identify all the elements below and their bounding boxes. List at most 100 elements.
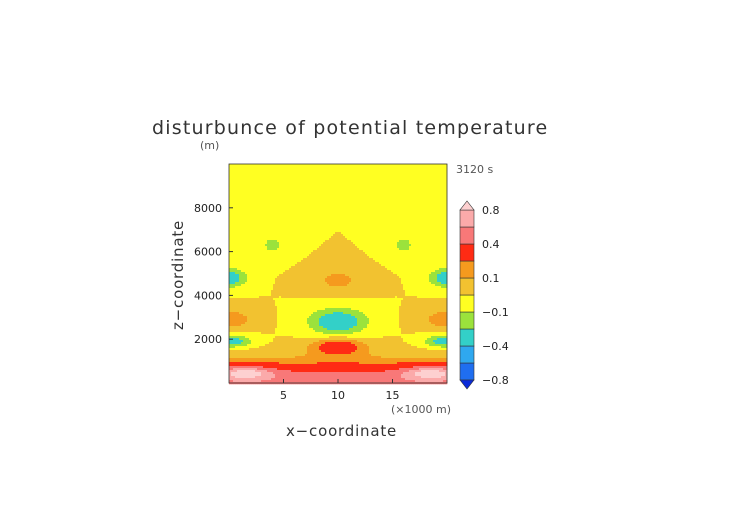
field-cell [297,208,300,211]
field-cell [341,186,344,189]
field-cell [395,188,398,191]
field-cell [295,200,298,203]
field-cell [281,208,284,211]
field-cell [317,186,320,189]
field-cell [235,186,238,189]
field-cell [307,174,310,177]
field-cell [425,218,428,221]
field-cell [235,242,238,245]
field-cell [307,240,310,243]
field-cell [275,194,278,197]
field-cell [427,240,430,243]
field-cell [263,250,266,253]
field-cell [329,192,332,195]
field-cell [305,202,308,205]
field-cell [323,184,326,187]
field-cell [369,178,372,181]
field-cell [261,228,264,231]
field-cell [437,176,440,179]
field-cell [347,242,350,245]
field-cell [353,182,356,185]
field-cell [407,216,410,219]
field-cell [329,240,332,243]
field-cell [265,234,268,237]
field-cell [311,218,314,221]
field-cell [299,218,302,221]
field-cell [251,170,254,173]
field-cell [239,170,242,173]
field-cell [337,222,340,225]
field-cell [445,228,448,231]
field-cell [275,182,278,185]
field-cell [279,246,282,249]
field-cell [297,254,300,257]
field-cell [435,220,438,223]
field-cell [341,176,344,179]
field-cell [261,198,264,201]
field-cell [317,220,320,223]
field-cell [327,170,330,173]
field-cell [403,216,406,219]
field-cell [377,186,380,189]
field-cell [421,210,424,213]
field-cell [265,172,268,175]
field-cell [319,180,322,183]
field-cell [395,190,398,193]
field-cell [405,208,408,211]
field-cell [307,188,310,191]
field-cell [313,214,316,217]
field-cell [281,220,284,223]
field-cell [231,228,234,231]
field-cell [275,184,278,187]
field-cell [229,214,232,217]
field-cell [281,190,284,193]
field-cell [299,212,302,215]
field-cell [235,206,238,209]
field-cell [355,246,358,249]
field-cell [393,232,396,235]
field-cell [437,218,440,221]
field-cell [313,196,316,199]
field-cell [255,198,258,201]
field-cell [385,172,388,175]
field-cell [283,254,286,257]
field-cell [411,194,414,197]
field-cell [381,254,384,257]
field-cell [323,246,326,249]
field-cell [331,172,334,175]
field-cell [355,184,358,187]
field-cell [341,174,344,177]
field-cell [435,190,438,193]
field-cell [289,252,292,255]
field-cell [313,180,316,183]
field-cell [343,224,346,227]
field-cell [351,176,354,179]
field-cell [235,168,238,171]
field-cell [323,170,326,173]
field-cell [239,180,242,183]
field-cell [365,202,368,205]
field-cell [327,202,330,205]
field-cell [437,196,440,199]
field-cell [409,186,412,189]
field-cell [293,236,296,239]
field-cell [369,164,372,167]
field-cell [239,246,242,249]
field-cell [411,236,414,239]
field-cell [395,240,398,243]
field-cell [367,204,370,207]
field-cell [421,226,424,229]
field-cell [271,224,274,227]
field-cell [433,224,436,227]
field-cell [433,184,436,187]
field-cell [257,202,260,205]
field-cell [377,220,380,223]
field-cell [389,236,392,239]
field-cell [317,168,320,171]
field-cell [281,240,284,243]
field-cell [363,164,366,167]
field-cell [301,252,304,255]
field-cell [275,166,278,169]
field-cell [347,164,350,167]
field-cell [345,168,348,171]
